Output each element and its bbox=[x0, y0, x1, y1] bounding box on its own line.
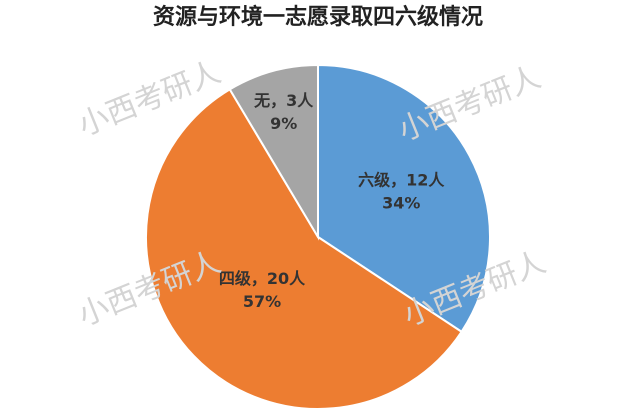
data-label: 四级，20人 bbox=[219, 269, 306, 288]
data-label: 无，3人 bbox=[253, 91, 314, 110]
chart-title: 资源与环境一志愿录取四六级情况 bbox=[153, 4, 483, 30]
pie-slice bbox=[145, 87, 463, 410]
percent-label: 57% bbox=[243, 292, 281, 311]
pie-slice bbox=[228, 63, 319, 241]
percent-label: 34% bbox=[382, 194, 420, 213]
percent-label: 9% bbox=[270, 114, 297, 133]
data-label: 六级，12人 bbox=[358, 171, 445, 190]
